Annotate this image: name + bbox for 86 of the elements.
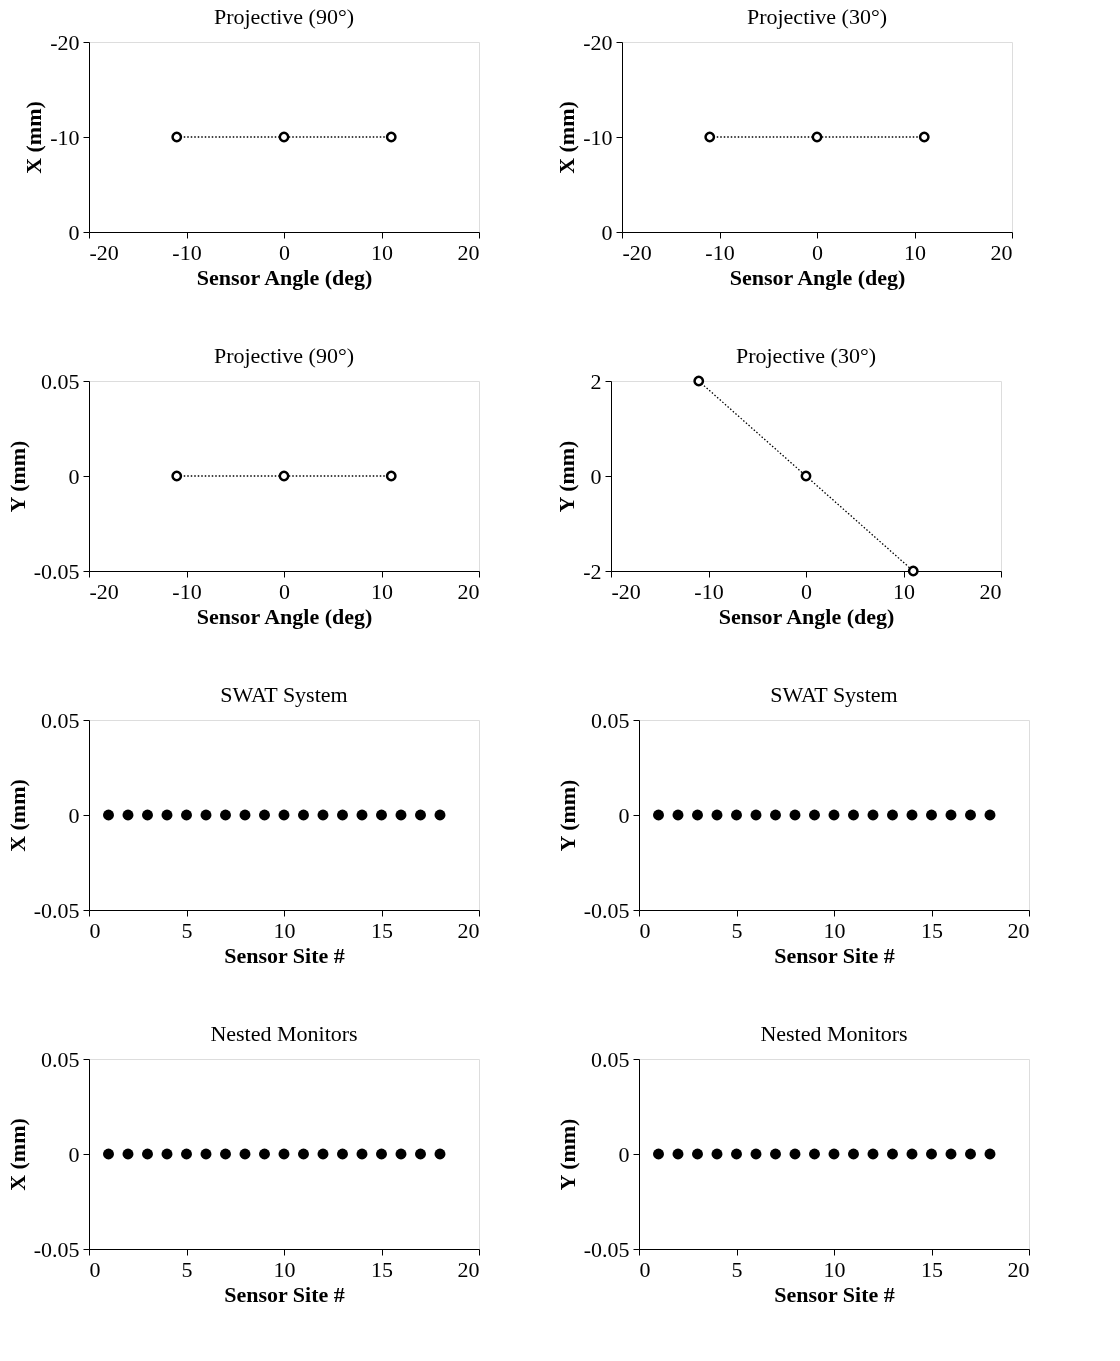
y-axis-title: X (mm) [21,101,47,174]
x-tick-label: 5 [731,917,743,943]
x-axis-title: Sensor Site # [774,1281,895,1307]
x-tick-label: 0 [89,1256,101,1282]
x-tick-label: 0 [801,578,812,604]
x-tick-label: 20 [979,578,1002,604]
x-tick-label: 0 [279,239,290,265]
x-tick-label: 20 [1007,1256,1030,1282]
x-tick-label: 20 [1007,917,1030,943]
y-tick-label: 0 [68,802,80,828]
y-tick-label: -2 [583,558,602,584]
x-tick-label: -10 [172,578,202,604]
x-tick-label: 5 [731,1256,743,1282]
x-tick-label: 10 [823,917,846,943]
chart-title: Projective (90°) [213,4,355,29]
y-tick-label: -0.05 [583,1236,630,1262]
y-tick-label: 0.05 [41,1046,80,1072]
y-tick-label: -20 [583,29,613,55]
y-axis-title: X (mm) [4,779,30,852]
y-tick-label: 0 [618,802,630,828]
y-tick-label: 0.05 [41,368,80,394]
x-axis-title: Sensor Angle (deg) [718,603,895,629]
x-tick-label: 0 [639,1256,651,1282]
y-tick-label: -10 [50,124,80,150]
x-tick-label: 10 [823,1256,846,1282]
y-axis-title: Y (mm) [554,440,580,513]
chart-title: Nested Monitors [760,1021,908,1046]
x-tick-label: 20 [990,239,1013,265]
x-tick-label: 5 [181,1256,193,1282]
x-tick-label: 20 [457,578,480,604]
y-tick-label: -20 [50,29,80,55]
x-tick-label: 15 [921,1256,943,1282]
y-tick-label: -0.05 [33,897,80,923]
y-tick-label: 0 [601,219,613,245]
y-axis-title: X (mm) [554,101,580,174]
x-axis-title: Sensor Angle (deg) [196,603,373,629]
y-tick-label: -0.05 [583,897,630,923]
x-tick-label: -20 [89,578,119,604]
x-tick-label: 5 [181,917,193,943]
x-axis-title: Sensor Site # [224,1281,345,1307]
x-axis-title: Sensor Angle (deg) [729,264,906,290]
y-tick-label: -0.05 [33,558,80,584]
y-axis-title: Y (mm) [4,440,30,513]
y-tick-label: -10 [583,124,613,150]
x-tick-label: 0 [812,239,823,265]
y-tick-label: 0 [618,1141,630,1167]
chart-title: Projective (30°) [735,343,877,368]
y-tick-label: -0.05 [33,1236,80,1262]
x-tick-label: 20 [457,239,480,265]
x-tick-label: -20 [89,239,119,265]
y-axis-title: Y (mm) [554,1118,580,1191]
x-tick-label: 15 [371,1256,393,1282]
y-tick-label: 0.05 [591,707,630,733]
x-tick-label: 15 [371,917,393,943]
y-tick-label: 0 [68,463,80,489]
y-axis-title: Y (mm) [554,779,580,852]
x-tick-label: 10 [371,578,393,604]
x-tick-label: 0 [89,917,101,943]
x-tick-label: 20 [457,1256,480,1282]
y-tick-label: 0.05 [591,1046,630,1072]
y-tick-label: 0 [68,219,80,245]
y-tick-label: 0 [68,1141,80,1167]
x-axis-title: Sensor Site # [224,942,345,968]
x-tick-label: 10 [893,578,915,604]
y-tick-label: 0 [590,463,602,489]
x-tick-label: -10 [705,239,735,265]
x-tick-label: -10 [172,239,202,265]
chart-title: Nested Monitors [210,1021,358,1046]
x-tick-label: 0 [279,578,290,604]
x-axis-title: Sensor Angle (deg) [196,264,373,290]
x-tick-label: 10 [904,239,926,265]
x-tick-label: 15 [921,917,943,943]
x-tick-label: 10 [371,239,393,265]
chart-title: Projective (90°) [213,343,355,368]
x-tick-label: 10 [273,1256,296,1282]
x-tick-label: 10 [273,917,296,943]
chart-title: SWAT System [770,682,898,707]
chart-title: SWAT System [220,682,348,707]
chart-title: Projective (30°) [746,4,888,29]
x-tick-label: -10 [694,578,724,604]
y-tick-label: 2 [590,368,602,394]
y-axis-title: X (mm) [4,1118,30,1191]
y-tick-label: 0.05 [41,707,80,733]
x-tick-label: 0 [639,917,651,943]
x-tick-label: 20 [457,917,480,943]
x-axis-title: Sensor Site # [774,942,895,968]
